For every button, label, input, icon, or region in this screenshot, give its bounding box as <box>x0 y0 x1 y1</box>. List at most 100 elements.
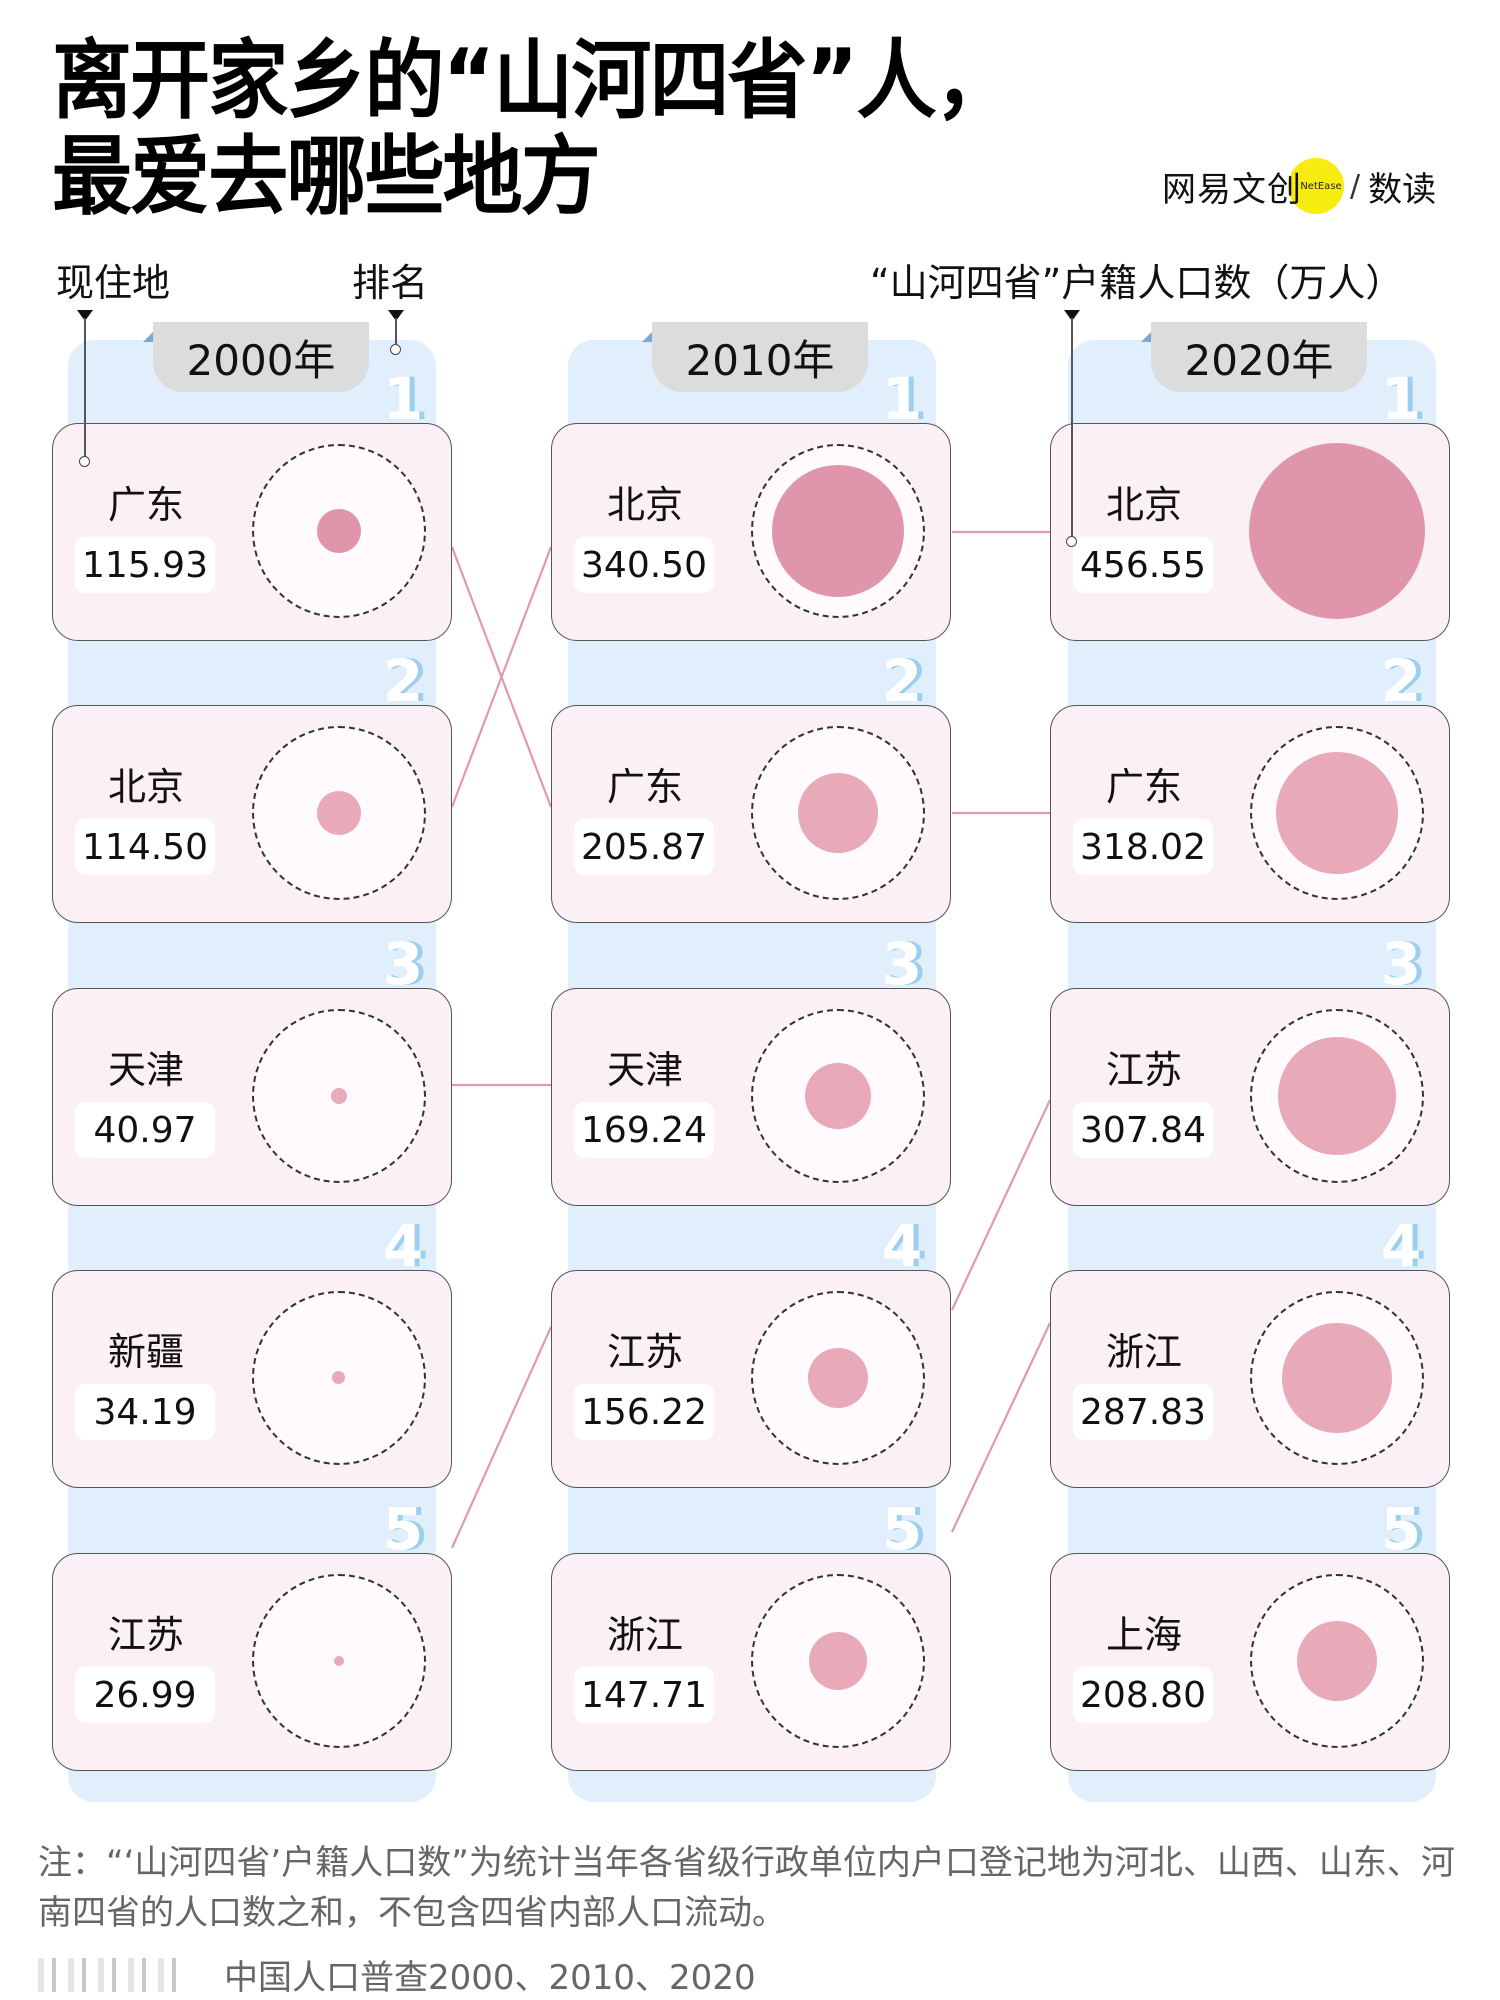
tab-fold-icon <box>642 332 652 342</box>
population-bubble <box>805 1063 871 1129</box>
page-title-line-2: 最爱去哪些地方 <box>52 127 601 227</box>
population-value: 340.50 <box>574 537 714 593</box>
rank-number: 5 <box>1380 1495 1422 1563</box>
rank-number: 2 <box>881 647 923 715</box>
population-value: 205.87 <box>574 819 714 875</box>
tab-fold-icon <box>143 332 153 342</box>
population-bubble <box>332 1371 345 1384</box>
place-name: 北京 <box>606 483 683 527</box>
population-legend-label: “山河四省”户籍人口数（万人） <box>870 261 1404 305</box>
rank-number: 2 <box>1380 647 1422 715</box>
source-label-obscured <box>38 1957 188 1992</box>
residence-legend-label: 现住地 <box>56 261 171 305</box>
population-value: 26.99 <box>75 1667 215 1723</box>
population-bubble <box>317 791 361 835</box>
population-value: 114.50 <box>75 819 215 875</box>
link-line-jiangsu <box>450 1326 553 1549</box>
place-name: 广东 <box>107 483 184 527</box>
rank-number: 1 <box>1380 365 1422 433</box>
link-line-jiangsu <box>951 1099 1051 1311</box>
place-name: 浙江 <box>1105 1330 1182 1374</box>
card-2020-rank-2: 广东 318.02 <box>1050 705 1450 923</box>
rank-number: 1 <box>881 365 923 433</box>
place-name: 天津 <box>606 1048 683 1092</box>
place-name: 天津 <box>107 1048 184 1092</box>
rank-number: 5 <box>382 1495 424 1563</box>
card-2010-rank-4: 江苏 156.22 <box>551 1270 951 1488</box>
population-pointer-icon <box>1064 310 1080 321</box>
place-name: 江苏 <box>107 1613 184 1657</box>
brand-name: 网易文创 <box>1162 169 1302 210</box>
card-2000-rank-5: 江苏 26.99 <box>52 1553 452 1771</box>
rank-number: 4 <box>382 1212 424 1280</box>
population-value: 156.22 <box>574 1384 714 1440</box>
population-pointer-dot <box>1066 536 1077 547</box>
place-name: 江苏 <box>606 1330 683 1374</box>
card-2020-rank-5: 上海 208.80 <box>1050 1553 1450 1771</box>
rank-number: 3 <box>1380 930 1422 998</box>
population-value: 115.93 <box>75 537 215 593</box>
year-tab-2020: 2020年 <box>1151 322 1367 392</box>
population-value: 307.84 <box>1073 1102 1213 1158</box>
card-2010-rank-1: 北京 340.50 <box>551 423 951 641</box>
place-name: 江苏 <box>1105 1048 1182 1092</box>
footnote: 注：“‘山河四省’户籍人口数”为统计当年各省级行政单位内户口登记地为河北、山西、… <box>38 1843 1455 1933</box>
place-name: 新疆 <box>107 1330 184 1374</box>
place-name: 浙江 <box>606 1613 683 1657</box>
logo-slash: / <box>1350 168 1361 204</box>
population-value: 456.55 <box>1073 537 1213 593</box>
card-2000-rank-1: 广东 115.93 <box>52 423 452 641</box>
population-bubble <box>331 1088 347 1104</box>
rank-pointer-icon <box>388 310 404 321</box>
population-pointer-line <box>1071 318 1073 540</box>
rank-legend-label: 排名 <box>352 261 429 305</box>
rank-pointer-line <box>395 318 397 348</box>
data-source: 中国人口普查2000、2010、2020 <box>38 1950 756 1999</box>
rank-number: 2 <box>382 647 424 715</box>
population-bubble <box>1297 1621 1377 1701</box>
brand-sub: 数读 <box>1368 169 1437 210</box>
card-2020-rank-3: 江苏 307.84 <box>1050 988 1450 1206</box>
link-line-guangdong <box>450 546 553 808</box>
year-tab-2010: 2010年 <box>652 322 868 392</box>
rank-number: 1 <box>382 365 424 433</box>
population-bubble <box>772 465 904 597</box>
card-2000-rank-4: 新疆 34.19 <box>52 1270 452 1488</box>
tab-fold-icon <box>1141 332 1151 342</box>
rank-number: 4 <box>1380 1212 1422 1280</box>
card-2010-rank-5: 浙江 147.71 <box>551 1553 951 1771</box>
card-2000-rank-2: 北京 114.50 <box>52 705 452 923</box>
rank-number: 3 <box>881 930 923 998</box>
population-bubble <box>809 1632 867 1690</box>
population-bubble <box>1249 443 1425 619</box>
year-tab-2000: 2000年 <box>153 322 369 392</box>
source-text: 中国人口普查2000、2010、2020 <box>224 1958 756 1998</box>
population-value: 34.19 <box>75 1384 215 1440</box>
card-2020-rank-4: 浙江 287.83 <box>1050 1270 1450 1488</box>
rank-number: 5 <box>881 1495 923 1563</box>
population-bubble <box>1278 1037 1396 1155</box>
population-value: 318.02 <box>1073 819 1213 875</box>
card-2010-rank-3: 天津 169.24 <box>551 988 951 1206</box>
card-2010-rank-2: 广东 205.87 <box>551 705 951 923</box>
population-bubble <box>1282 1323 1392 1433</box>
population-bubble <box>808 1348 868 1408</box>
page-title-line-1: 离开家乡的“山河四省”人， <box>52 31 1015 131</box>
link-line-zhejiang <box>951 1322 1051 1533</box>
netease-badge-icon: NetEase <box>1288 158 1344 214</box>
population-value: 287.83 <box>1073 1384 1213 1440</box>
residence-pointer-icon <box>77 310 93 321</box>
population-bubble <box>1276 752 1398 874</box>
badge-text: NetEase <box>1300 180 1342 192</box>
place-name: 广东 <box>1105 765 1182 809</box>
population-value: 169.24 <box>574 1102 714 1158</box>
population-value: 40.97 <box>75 1102 215 1158</box>
brand-logo: 网易文创 NetEase / 数读 <box>1162 158 1436 214</box>
place-name: 广东 <box>606 765 683 809</box>
population-bubble <box>334 1656 344 1666</box>
card-2000-rank-3: 天津 40.97 <box>52 988 452 1206</box>
place-name: 北京 <box>1105 483 1182 527</box>
population-bubble <box>798 773 878 853</box>
link-line-beijing <box>450 546 553 808</box>
population-value: 147.71 <box>574 1667 714 1723</box>
